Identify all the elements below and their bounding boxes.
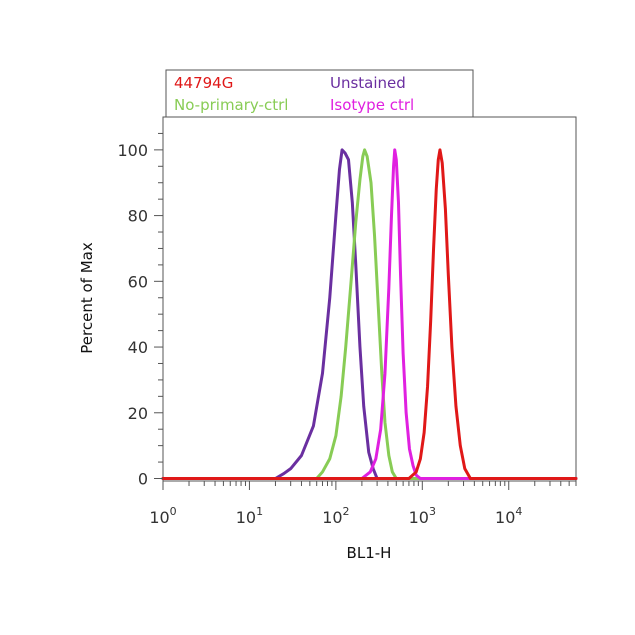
- x-tick-label: 103: [409, 505, 436, 527]
- x-tick-label: 100: [149, 505, 176, 527]
- series-layer: [161, 148, 578, 480]
- legend-entry-44794g: 44794G: [174, 74, 233, 92]
- legend-frame: [165, 69, 474, 118]
- y-tick-label: 40: [128, 338, 148, 357]
- x-tick-label: 101: [236, 505, 263, 527]
- legend-entry-no-primary-ctrl: No-primary-ctrl: [174, 96, 288, 114]
- legend: 44794G Unstained No-primary-ctrl Isotype…: [165, 69, 474, 118]
- x-tick-label: 104: [495, 505, 522, 527]
- series-line-unstained: [161, 148, 578, 480]
- y-tick-label: 100: [117, 141, 148, 160]
- legend-entry-unstained: Unstained: [330, 74, 406, 92]
- y-tick-label: 20: [128, 404, 148, 423]
- series-line-isotype-ctrl: [161, 148, 578, 480]
- y-axis: 0 20 40 60 80 100: [117, 132, 163, 489]
- y-tick-label: 60: [128, 272, 148, 291]
- series-line-44794g: [161, 148, 578, 480]
- series-line-no-primary-ctrl: [161, 148, 578, 480]
- legend-entry-isotype-ctrl: Isotype ctrl: [330, 96, 414, 114]
- x-axis: 100 101 102 103 104: [149, 481, 577, 527]
- y-tick-label: 80: [128, 207, 148, 226]
- x-tick-label: 102: [322, 505, 349, 527]
- y-axis-title: Percent of Max: [78, 242, 96, 354]
- x-axis-title: BL1-H: [347, 544, 392, 562]
- y-tick-label: 0: [138, 470, 148, 489]
